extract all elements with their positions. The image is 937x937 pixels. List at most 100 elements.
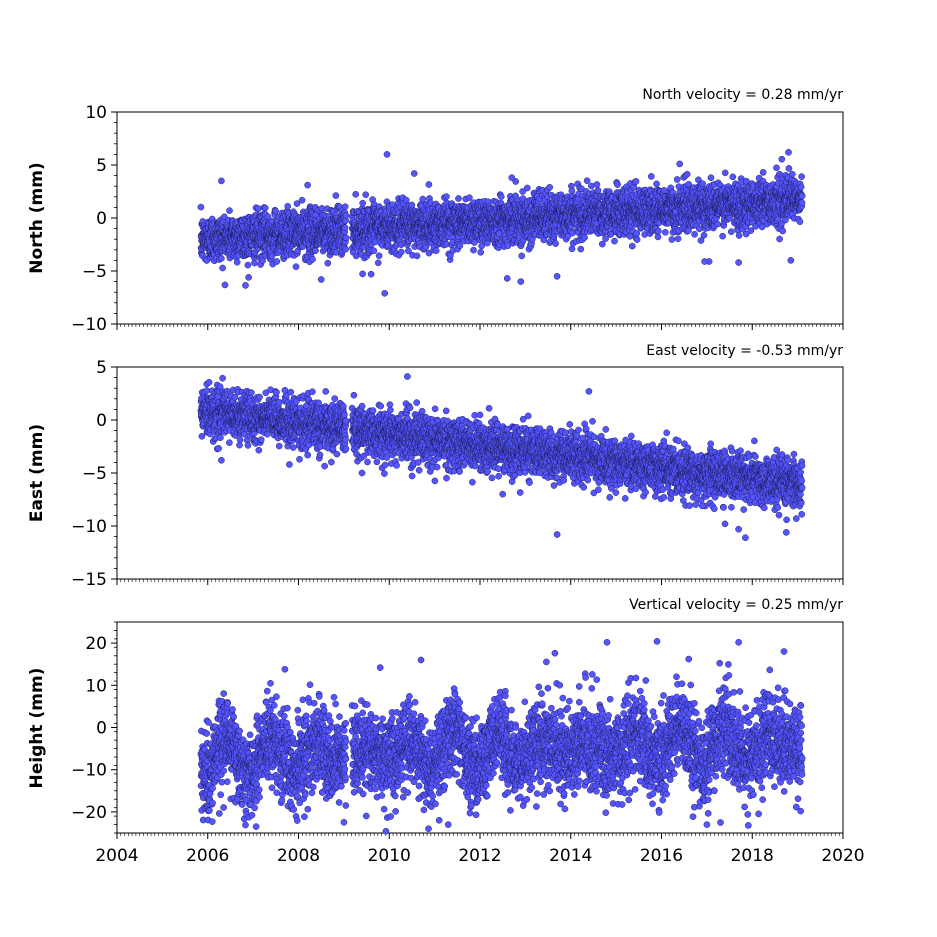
north-data-point xyxy=(669,188,676,196)
north-data-point xyxy=(255,205,262,212)
north-data-point xyxy=(477,248,485,256)
north-data-point xyxy=(374,259,382,267)
north-data-point xyxy=(324,259,332,267)
north-data-point xyxy=(242,282,249,289)
north-data-point xyxy=(552,240,559,247)
north-data-point xyxy=(779,227,787,235)
north-data-point xyxy=(683,170,691,178)
north-data-point xyxy=(785,165,793,172)
north-data-point xyxy=(362,191,370,199)
north-data-point xyxy=(341,203,349,211)
north-points xyxy=(197,148,806,297)
north-data-point xyxy=(470,246,477,254)
north-data-point xyxy=(655,227,662,235)
north-data-point xyxy=(408,201,416,209)
north-data-point xyxy=(272,207,279,215)
north-data-point xyxy=(332,192,340,199)
north-data-point xyxy=(776,235,783,243)
north-data-point xyxy=(598,240,606,248)
north-y-tick-label: −5 xyxy=(82,262,107,282)
north-data-point xyxy=(778,155,786,163)
north-data-point xyxy=(660,187,668,194)
north-data-point xyxy=(735,232,743,239)
north-data-point xyxy=(782,216,789,224)
north-data-point xyxy=(727,228,735,236)
north-data-point xyxy=(721,169,729,177)
north-data-point xyxy=(341,224,349,232)
north-data-point xyxy=(432,247,440,255)
north-data-point xyxy=(309,256,316,263)
north-data-point xyxy=(633,230,641,237)
north-data-point xyxy=(674,235,682,243)
north-data-point xyxy=(577,245,585,253)
north-data-point xyxy=(359,199,367,207)
north-data-point xyxy=(342,212,350,219)
north-data-point xyxy=(298,196,306,204)
north-data-point xyxy=(628,242,636,250)
north-data-point xyxy=(568,245,576,253)
north-data-point xyxy=(284,202,292,210)
north-data-point xyxy=(714,220,721,228)
north-velocity-label: North velocity = 0.28 mm/yr xyxy=(642,87,843,103)
north-data-point xyxy=(700,231,708,239)
north-data-point xyxy=(594,187,602,194)
north-data-point xyxy=(759,169,767,176)
north-data-point xyxy=(546,183,554,191)
north-data-point xyxy=(719,232,726,240)
north-data-point xyxy=(523,184,531,192)
north-data-point xyxy=(402,196,410,204)
north-data-point xyxy=(419,195,427,203)
north-data-point xyxy=(443,193,450,200)
north-data-point xyxy=(219,264,226,272)
north-data-point xyxy=(673,176,681,183)
north-y-tick-label: 10 xyxy=(85,103,107,123)
north-data-point xyxy=(614,181,621,188)
north-data-point xyxy=(773,164,780,172)
north-data-point xyxy=(691,230,698,238)
north-data-point xyxy=(729,173,737,181)
north-data-point xyxy=(518,252,526,260)
north-data-point xyxy=(427,199,434,207)
north-data-point xyxy=(261,204,269,212)
north-data-point xyxy=(583,177,591,185)
north-data-point xyxy=(226,207,233,214)
north-data-point xyxy=(292,263,300,271)
north-data-point xyxy=(273,258,281,265)
north-data-point xyxy=(647,173,655,180)
north-data-point xyxy=(352,190,360,198)
north-data-point xyxy=(425,181,433,188)
north-data-point xyxy=(413,252,421,260)
north-data-point xyxy=(218,255,225,262)
north-data-point xyxy=(653,180,660,188)
north-data-point xyxy=(359,270,366,278)
north-data-point xyxy=(375,252,383,260)
north-data-point xyxy=(654,233,662,241)
north-data-point xyxy=(611,237,618,245)
north-data-point xyxy=(632,178,640,185)
north-data-point xyxy=(788,170,796,178)
north-data-point xyxy=(455,195,462,202)
north-data-point xyxy=(588,182,595,190)
north-data-point xyxy=(259,257,266,265)
north-panel: North velocity = 0.28 mm/yr North (mm) −… xyxy=(27,87,844,335)
north-data-point xyxy=(251,259,258,267)
north-data-point xyxy=(197,203,205,211)
north-data-point xyxy=(342,234,350,242)
north-data-point xyxy=(707,174,715,182)
north-data-point xyxy=(233,258,241,266)
north-data-point xyxy=(668,236,676,243)
north-data-point xyxy=(264,213,272,221)
north-data-point xyxy=(699,180,706,187)
north-y-axis-label: North (mm) xyxy=(27,162,47,273)
north-data-point xyxy=(342,245,350,253)
north-data-point xyxy=(456,242,464,250)
north-data-point xyxy=(633,236,641,243)
north-data-point xyxy=(370,247,378,255)
north-y-tick-label: −10 xyxy=(71,315,107,335)
north-data-point xyxy=(312,247,319,254)
north-data-point xyxy=(497,193,505,200)
north-data-point xyxy=(221,281,229,289)
north-data-point xyxy=(397,248,405,256)
